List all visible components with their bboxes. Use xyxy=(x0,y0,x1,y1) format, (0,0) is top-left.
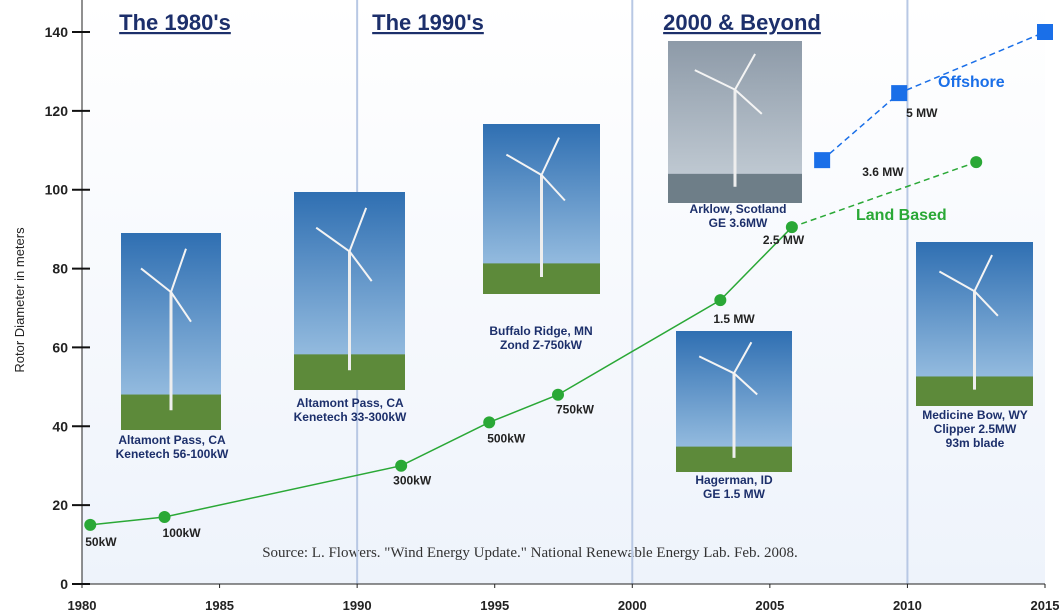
marker xyxy=(158,510,171,523)
marker xyxy=(483,416,496,429)
photo-blades xyxy=(694,53,763,115)
y-tick-label: 40 xyxy=(52,418,68,434)
x-tick-label: 1990 xyxy=(343,598,372,613)
photo xyxy=(916,242,1033,406)
photo-caption: 93m blade xyxy=(946,436,1005,450)
photo xyxy=(294,192,405,390)
series-line-dashed xyxy=(791,161,977,228)
marker xyxy=(1037,24,1053,40)
photo-caption: Clipper 2.5MW xyxy=(934,422,1017,436)
photo-blades xyxy=(698,341,758,396)
marker xyxy=(891,85,908,102)
photo-caption: Buffalo Ridge, MN xyxy=(489,324,592,338)
era-header: The 1990's xyxy=(372,10,484,35)
photo-caption: Kenetech 33-300kW xyxy=(294,410,407,424)
point-label: 1.5 MW xyxy=(713,312,755,326)
y-tick-label: 20 xyxy=(52,497,68,513)
y-tick-label: 120 xyxy=(45,103,69,119)
point-label: 5 MW xyxy=(906,106,938,120)
x-tick-label: 1995 xyxy=(480,598,509,613)
source-note: Source: L. Flowers. "Wind Energy Update.… xyxy=(262,545,798,561)
marker xyxy=(84,518,97,531)
photo-caption: Altamont Pass, CA xyxy=(296,396,404,410)
point-label: 750kW xyxy=(556,403,595,417)
y-tick-label: 80 xyxy=(52,261,68,277)
x-tick-label: 2000 xyxy=(618,598,647,613)
y-tick-label: 0 xyxy=(60,576,68,592)
x-tick-label: 1985 xyxy=(205,598,234,613)
photo-blades xyxy=(140,248,192,323)
photo-blades xyxy=(938,254,999,317)
marker xyxy=(785,221,798,234)
photo-caption: Medicine Bow, WY xyxy=(922,408,1028,422)
photo xyxy=(483,124,600,294)
point-label: 2.5 MW xyxy=(763,233,805,247)
photo-blades xyxy=(505,137,566,202)
y-tick-label: 140 xyxy=(45,24,69,40)
photo-caption: GE 1.5 MW xyxy=(703,487,766,501)
x-tick-label: 2005 xyxy=(755,598,784,613)
marker xyxy=(970,156,983,169)
marker xyxy=(814,152,831,169)
photo-caption: Altamont Pass, CA xyxy=(118,433,226,447)
y-tick-label: 60 xyxy=(52,339,68,355)
series-name: Offshore xyxy=(938,74,1005,91)
photo-caption: Kenetech 56-100kW xyxy=(116,447,229,461)
series-name: Land Based xyxy=(856,207,947,224)
era-header: 2000 & Beyond xyxy=(663,10,821,35)
point-label: 300kW xyxy=(393,474,432,488)
photo xyxy=(121,233,221,430)
photo xyxy=(668,41,802,203)
photo xyxy=(676,331,792,472)
point-label: 3.6 MW xyxy=(862,165,904,179)
era-header: The 1980's xyxy=(119,10,231,35)
y-axis-label: Rotor Diameter in meters xyxy=(12,227,27,373)
point-label: 100kW xyxy=(163,526,202,540)
photo-caption: Arklow, Scotland xyxy=(690,202,787,216)
point-label: 500kW xyxy=(487,431,526,445)
photo-caption: Hagerman, ID xyxy=(695,473,773,487)
marker xyxy=(551,388,564,401)
marker xyxy=(714,294,727,307)
x-tick-label: 1980 xyxy=(68,598,97,613)
x-tick-label: 2015 xyxy=(1031,598,1059,613)
marker xyxy=(395,459,408,472)
y-tick-label: 100 xyxy=(45,182,69,198)
photo-caption: GE 3.6MW xyxy=(709,216,768,230)
photo-blades xyxy=(315,207,373,282)
x-tick-label: 2010 xyxy=(893,598,922,613)
point-label: 50kW xyxy=(85,535,117,549)
photo-caption: Zond Z-750kW xyxy=(500,338,583,352)
